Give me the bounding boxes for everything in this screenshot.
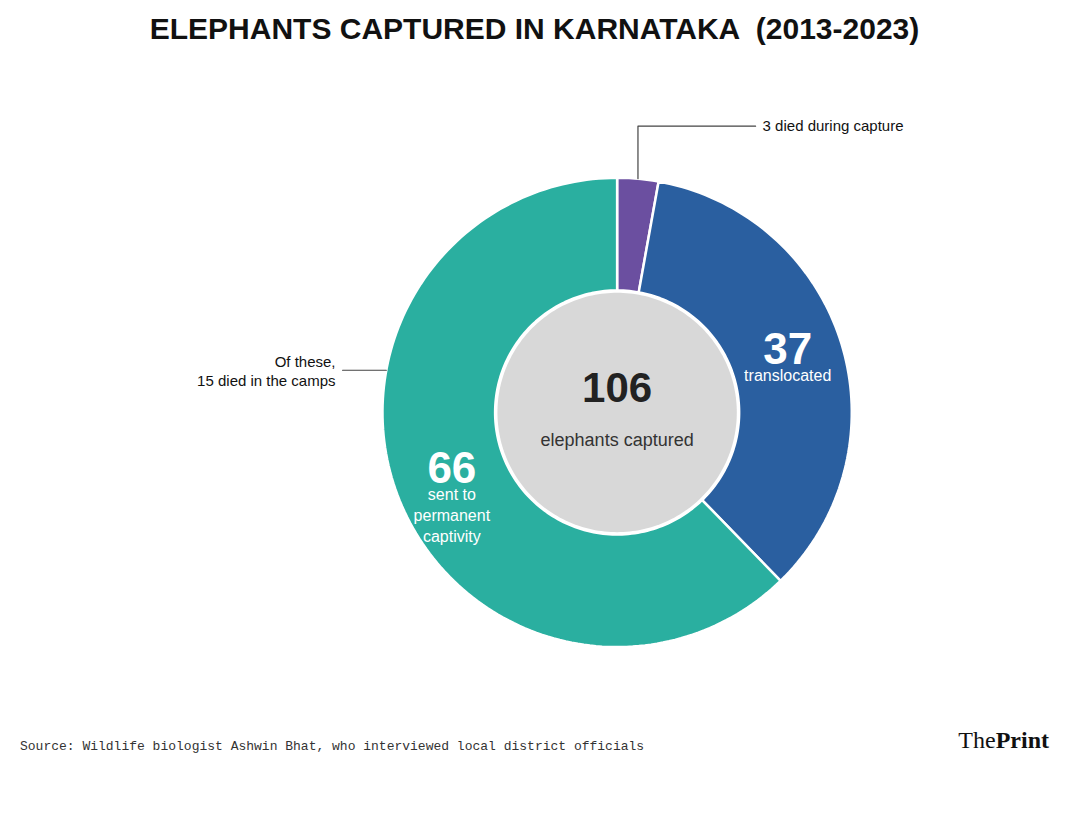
svg-text:Of these,15 died in the camps: Of these,15 died in the camps [197,353,335,390]
svg-text:translocated: translocated [744,367,831,384]
svg-text:37: 37 [763,324,812,373]
svg-text:3 died during capture: 3 died during capture [763,117,904,134]
svg-text:66: 66 [427,443,476,492]
html-text:Source: Wildlife biologist Ash: Source: Wildlife biologist Ashwin Bhat, … [20,739,645,754]
html-text:The Print: The Print [958,727,1049,753]
html-text:ELEPHANTS CAPTURED IN KARNATAK: ELEPHANTS CAPTURED IN KARNATAKA (2013-20… [149,12,920,45]
svg-text:106: 106 [582,364,652,411]
svg-text:sent topermanentcaptivity: sent topermanentcaptivity [414,486,491,545]
svg-text:elephants captured: elephants captured [541,430,694,450]
